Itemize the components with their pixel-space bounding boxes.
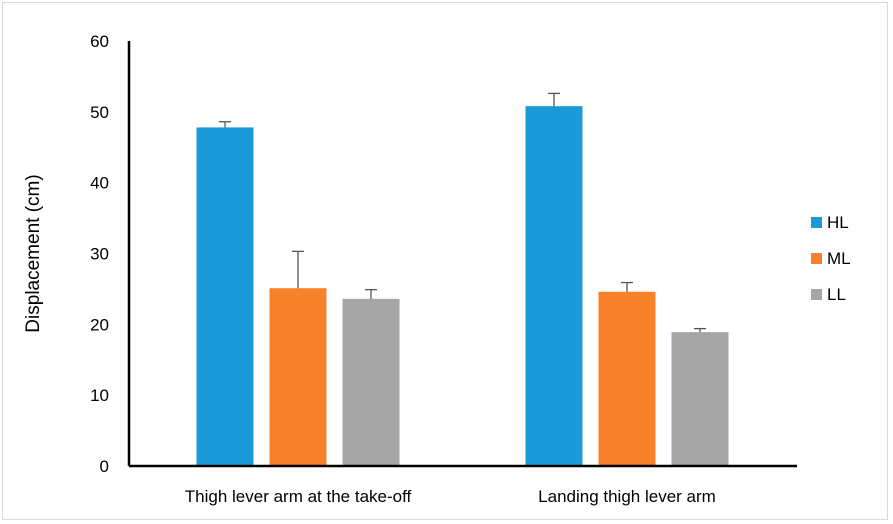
bar-ll-1 bbox=[342, 298, 400, 466]
y-axis-ticks: 0 10 20 30 40 50 60 bbox=[90, 32, 109, 476]
y-tick-label: 30 bbox=[90, 245, 109, 264]
error-bars bbox=[219, 92, 706, 333]
y-tick-label: 50 bbox=[90, 103, 109, 122]
bar-ml-1 bbox=[269, 288, 327, 466]
bar-ml-2 bbox=[598, 291, 656, 466]
bar-hl-1 bbox=[196, 127, 254, 467]
legend-swatch-hl bbox=[811, 217, 822, 228]
y-tick-label: 10 bbox=[90, 386, 109, 405]
y-tick-label: 60 bbox=[90, 32, 109, 51]
y-tick-label: 0 bbox=[100, 457, 109, 476]
legend-label-hl: HL bbox=[827, 213, 849, 232]
bars bbox=[196, 106, 729, 467]
legend-swatch-ll bbox=[811, 289, 822, 300]
bar-chart: 0 10 20 30 40 50 60 Thigh lever arm at the tak… bbox=[23, 32, 851, 506]
legend-swatch-ml bbox=[811, 253, 822, 264]
legend-label-ml: ML bbox=[827, 249, 851, 268]
x-category-label: Landing thigh lever arm bbox=[538, 487, 716, 506]
y-tick-label: 20 bbox=[90, 315, 109, 334]
bar-hl-2 bbox=[525, 106, 583, 467]
y-tick-label: 40 bbox=[90, 174, 109, 193]
legend: HL ML LL bbox=[811, 213, 851, 304]
x-category-label: Thigh lever arm at the take-off bbox=[185, 487, 412, 506]
category-labels: Thigh lever arm at the take-off Landing t… bbox=[185, 487, 716, 506]
y-axis-title: Displacement (cm) bbox=[23, 174, 44, 332]
bar-ll-2 bbox=[671, 332, 729, 466]
legend-label-ll: LL bbox=[827, 285, 846, 304]
